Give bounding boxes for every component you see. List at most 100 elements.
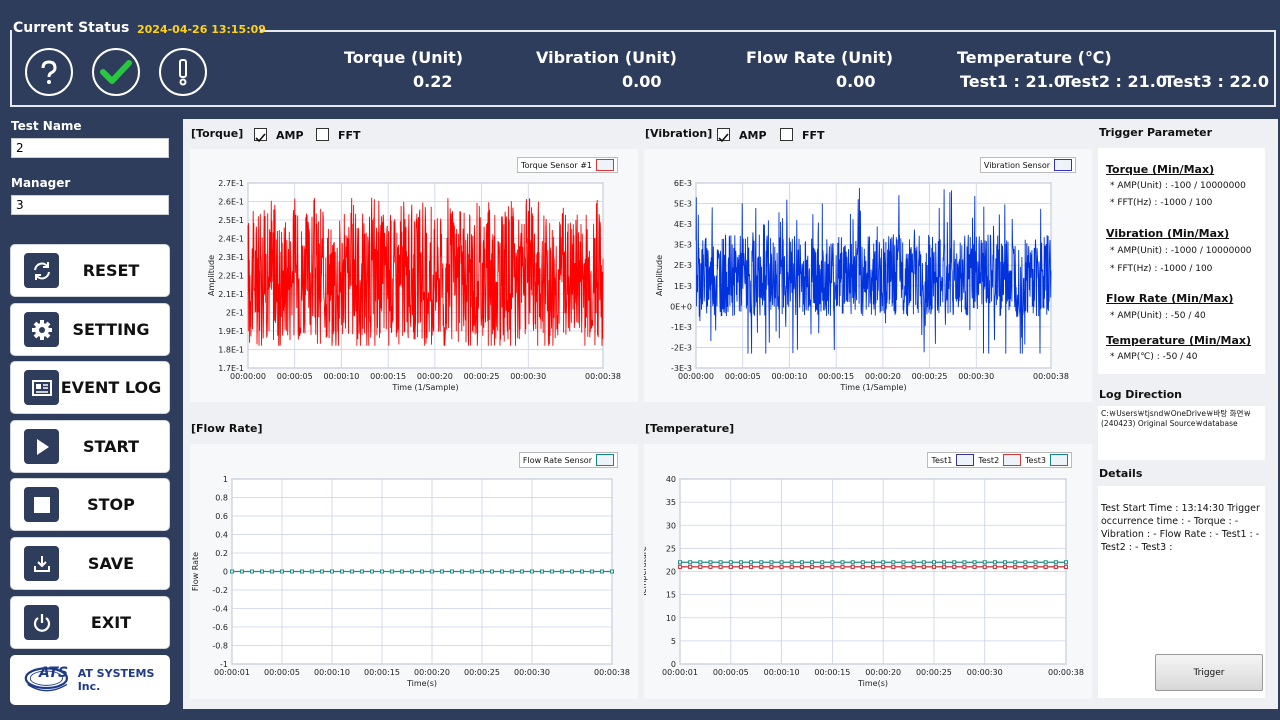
stop-button[interactable]: STOP: [10, 478, 170, 531]
vibration-ytick-label: 3E-3: [674, 241, 692, 250]
trigger-parameter-title: Trigger Parameter: [1099, 126, 1213, 139]
temperature-point: [1033, 564, 1038, 569]
details-text: Test Start Time : 13:14:30 Trigger occur…: [1101, 503, 1260, 553]
temperature-xtick-label: 00:00:38: [1048, 668, 1084, 677]
torque-fft-checkbox[interactable]: [316, 128, 329, 141]
temperature-point: [738, 564, 743, 569]
flow-label: Flow Rate (Unit): [746, 48, 894, 67]
trigger-button[interactable]: Trigger: [1155, 654, 1263, 691]
vibration-legend: Vibration Sensor: [979, 157, 1076, 173]
temperature-point: [769, 564, 774, 569]
temperature-ytick-label: 15: [666, 591, 676, 600]
flow-point: [370, 569, 374, 574]
temperature-minmax-heading: Temperature (Min/Max): [1106, 334, 1252, 347]
temperature-point: [871, 560, 875, 565]
vibration-ytick-label: -2E-3: [671, 343, 692, 352]
temperature-xlabel: Time(s): [857, 679, 888, 688]
flow-ytick-label: 1: [223, 475, 228, 484]
vibration-amp-checkbox[interactable]: [717, 128, 730, 143]
check-icon[interactable]: [92, 48, 140, 96]
temperature-point: [972, 564, 977, 569]
exit-button[interactable]: EXIT: [10, 596, 170, 649]
vibration-ytick-label: 4E-3: [674, 220, 692, 229]
temperature-point: [901, 560, 906, 565]
vibration-chart: 6E-3 5E-3 4E-3 3E-3 2E-3 1E-3 0E+0 -1E-3 -2E-3 -3…: [644, 149, 1092, 402]
torque-xtick-label: 00:00:15: [370, 372, 406, 381]
temperature-point: [840, 564, 845, 569]
temperature-point: [820, 560, 825, 565]
flow-xtick-label: 00:00:05: [264, 668, 300, 677]
torque-amp-checkbox[interactable]: [254, 128, 267, 143]
stop-icon: [24, 487, 59, 522]
play-icon: [24, 429, 59, 464]
save-label: SAVE: [87, 554, 135, 573]
temperature-point: [942, 560, 947, 565]
vibration-value: 0.00: [622, 72, 662, 91]
temperature-xtick-label: 00:00:25: [916, 668, 952, 677]
exit-label: EXIT: [90, 613, 132, 632]
temperature-point: [992, 564, 997, 569]
setting-button[interactable]: SETTING: [10, 303, 170, 356]
torque-xtick-label: 00:00:38: [585, 372, 621, 381]
vibration-ytick-label: 2E-3: [674, 261, 692, 270]
flow-point: [290, 569, 294, 574]
temperature-xtick-label: 00:00:01: [662, 668, 698, 677]
flow-ylabel: Flow Rate: [191, 552, 200, 591]
temperature-point: [1043, 560, 1048, 565]
torque-xtick-label: 00:00:00: [230, 372, 266, 381]
trigger-parameter-box: Torque (Min/Max) * AMP(Unit) : -100 / 10…: [1098, 148, 1265, 374]
flow-legend-label: Flow Rate Sensor: [522, 455, 592, 465]
vibration-fft-label: FFT: [802, 129, 825, 142]
start-button[interactable]: START: [10, 420, 170, 473]
test-name-label: Test Name: [11, 119, 82, 133]
vibration-fft-range: * FFT(Hz) : -1000 / 100: [1110, 264, 1213, 274]
flow-ytick-label: 0: [223, 568, 228, 577]
flow-point: [570, 569, 574, 574]
temperature-point: [860, 564, 865, 569]
torque-xtick-label: 00:00:20: [417, 372, 453, 381]
alert-icon[interactable]: [159, 48, 207, 96]
save-button[interactable]: SAVE: [10, 537, 170, 590]
vibration-legend-label: Vibration Sensor: [983, 160, 1050, 170]
temperature-ytick-label: 40: [666, 475, 676, 484]
temperature-point: [718, 564, 723, 569]
event-log-button[interactable]: EVENT LOG: [10, 361, 170, 414]
vibration-ylabel: Amplitude: [655, 255, 664, 296]
temperature-ytick-label: 10: [666, 614, 676, 623]
temperature-point: [901, 564, 906, 569]
temperature-point: [881, 560, 886, 565]
temperature-xtick-label: 00:00:20: [865, 668, 901, 677]
flow-point: [330, 569, 334, 574]
start-label: START: [82, 437, 140, 456]
vibration-xtick-label: 00:00:25: [912, 372, 948, 381]
temperature-point: [962, 564, 967, 569]
vibration-ytick-label: 0E+0: [670, 302, 692, 311]
temperature-point: [931, 560, 936, 565]
event-log-label: EVENT LOG: [60, 378, 162, 397]
torque-xtick-label: 00:00:30: [510, 372, 546, 381]
flow-point: [490, 569, 494, 574]
torque-panel-title: [Torque]: [191, 127, 244, 140]
vibration-xtick-label: 00:00:00: [678, 372, 714, 381]
flow-point: [580, 569, 584, 574]
torque-legend: Torque Sensor #1: [517, 157, 618, 173]
temperature-point: [921, 560, 926, 565]
temperature-xtick-label: 00:00:05: [713, 668, 749, 677]
torque-xtick-label: 00:00:10: [323, 372, 359, 381]
flow-point: [530, 569, 534, 574]
vibration-fft-checkbox[interactable]: [780, 128, 793, 141]
manager-input[interactable]: [11, 195, 169, 215]
flow-legend: Flow Rate Sensor: [518, 452, 618, 468]
torque-ytick-label: 2.4E-1: [218, 235, 244, 244]
help-icon[interactable]: [25, 48, 73, 96]
reset-button[interactable]: RESET: [10, 244, 170, 297]
test-name-input[interactable]: [11, 138, 169, 158]
flow-point: [550, 569, 554, 574]
vibration-minmax-heading: Vibration (Min/Max): [1106, 227, 1230, 240]
vibration-xlabel: Time (1/Sample): [839, 383, 906, 392]
vibration-label: Vibration (Unit): [536, 48, 677, 67]
flow-panel-title: [Flow Rate]: [191, 422, 263, 435]
flow-xtick-label: 00:00:10: [314, 668, 350, 677]
flow-point: [610, 569, 614, 574]
torque-value: 0.22: [413, 72, 453, 91]
